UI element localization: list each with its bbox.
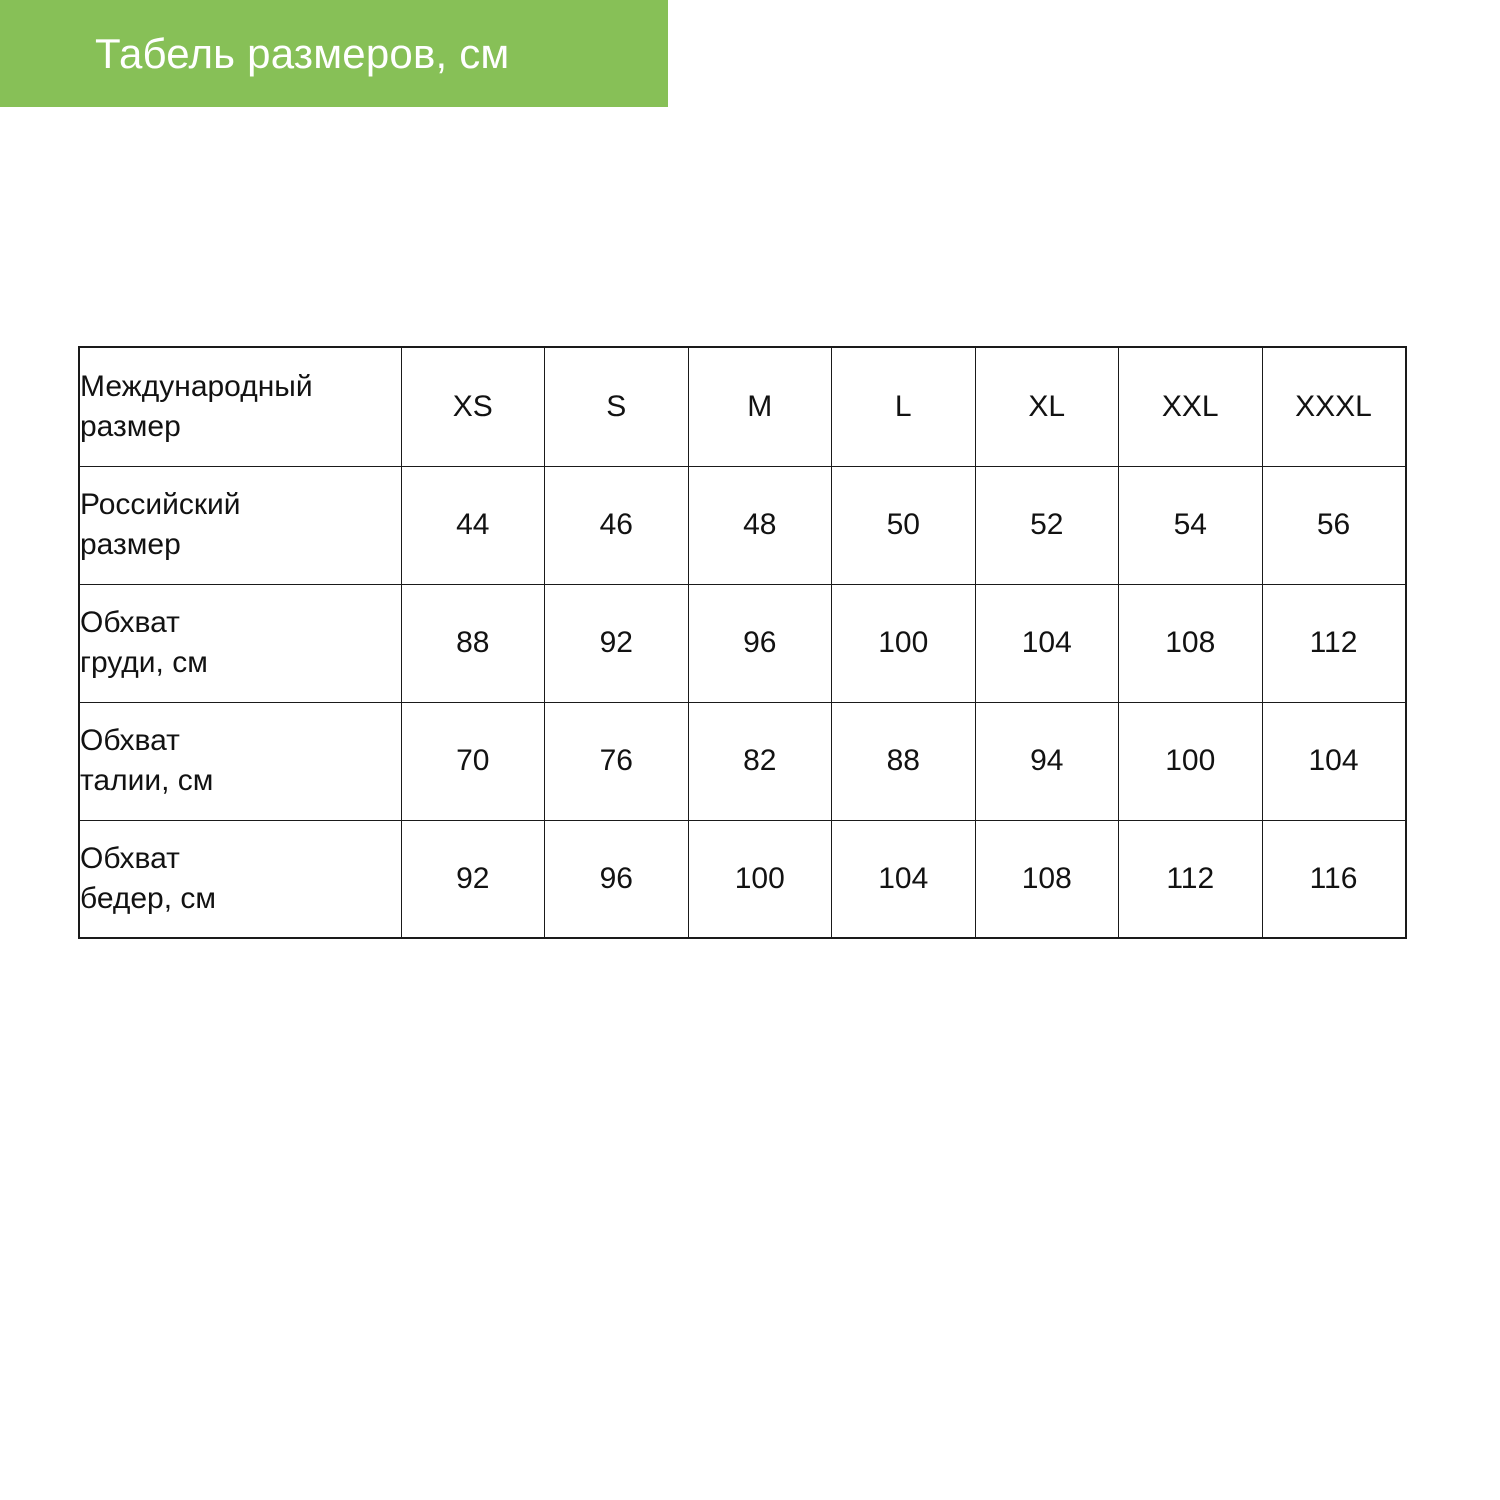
cell-value: 96: [687, 583, 832, 703]
row-label-line-2: груди, см: [80, 646, 208, 679]
cell-value: XS: [400, 346, 545, 467]
row-header-international-size: Международный размер: [78, 346, 402, 467]
cell-value: 92: [544, 583, 689, 703]
table-row: Обхват талии, см 70 76 82 88 94 100 104: [78, 701, 1406, 821]
cell-value: 104: [1261, 701, 1406, 821]
row-header-waist: Обхват талии, см: [78, 701, 402, 821]
cell-value: 76: [544, 701, 689, 821]
cell-value: 108: [974, 819, 1119, 939]
cell-value: 92: [400, 819, 545, 939]
row-header-hips: Обхват бедер, см: [78, 819, 402, 939]
cell-value: 100: [831, 583, 976, 703]
table-row: Российский размер 44 46 48 50 52 54 56: [78, 465, 1406, 585]
cell-value: 56: [1261, 465, 1406, 585]
cell-value: 52: [974, 465, 1119, 585]
page-title: Табель размеров, см: [95, 29, 510, 77]
cell-value: M: [687, 346, 832, 467]
cell-value: L: [831, 346, 976, 467]
cell-value: 44: [400, 465, 545, 585]
cell-value: XXL: [1118, 346, 1263, 467]
header-banner: Табель размеров, см: [0, 0, 668, 107]
row-label-line-1: Обхват: [80, 724, 180, 758]
cell-value: 108: [1118, 583, 1263, 703]
cell-value: 104: [974, 583, 1119, 703]
row-header-russian-size: Российский размер: [78, 465, 402, 585]
cell-value: 88: [831, 701, 976, 821]
row-label-line-1: Международный: [80, 370, 313, 404]
cell-value: 100: [687, 819, 832, 939]
cell-value: 116: [1261, 819, 1406, 939]
row-label-line-2: размер: [80, 528, 181, 561]
cell-value: 94: [974, 701, 1119, 821]
cell-value: XXXL: [1261, 346, 1406, 467]
cell-value: 70: [400, 701, 545, 821]
cell-value: 82: [687, 701, 832, 821]
row-header-chest: Обхват груди, см: [78, 583, 402, 703]
cell-value: 100: [1118, 701, 1263, 821]
row-label-line-1: Обхват: [80, 842, 180, 876]
size-table-container: Международный размер XS S M L XL XXL XXX…: [78, 346, 1407, 939]
cell-value: 48: [687, 465, 832, 585]
row-label-line-1: Российский: [80, 488, 241, 522]
row-label-line-2: бедер, см: [80, 881, 217, 915]
size-table: Международный размер XS S M L XL XXL XXX…: [78, 346, 1407, 939]
cell-value: 96: [544, 819, 689, 939]
cell-value: 50: [831, 465, 976, 585]
cell-value: 88: [400, 583, 545, 703]
cell-value: 46: [544, 465, 689, 585]
row-label-line-2: талии, см: [80, 764, 214, 797]
cell-value: XL: [974, 346, 1119, 467]
cell-value: 104: [831, 819, 976, 939]
table-row: Обхват бедер, см 92 96 100 104 108 112 1…: [78, 819, 1406, 939]
table-row: Обхват груди, см 88 92 96 100 104 108 11…: [78, 583, 1406, 703]
cell-value: 112: [1261, 583, 1406, 703]
cell-value: 54: [1118, 465, 1263, 585]
cell-value: S: [544, 346, 689, 467]
table-row: Международный размер XS S M L XL XXL XXX…: [78, 346, 1406, 467]
cell-value: 112: [1118, 819, 1263, 939]
row-label-line-1: Обхват: [80, 606, 180, 640]
row-label-line-2: размер: [80, 409, 181, 443]
